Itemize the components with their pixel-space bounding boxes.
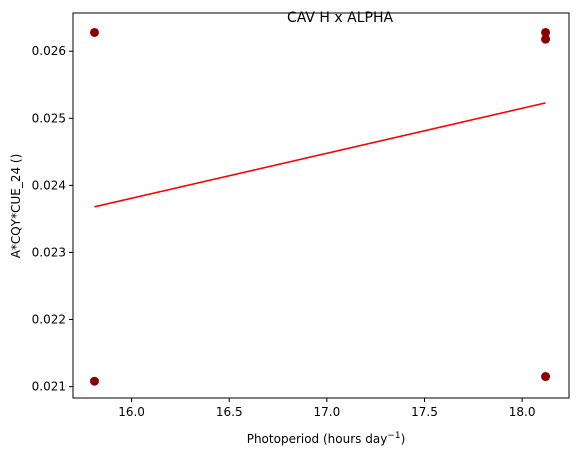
x-axis: 16.0 16.5 17.0 17.5 18.0 bbox=[118, 398, 535, 419]
y-tick-label: 0.023 bbox=[32, 245, 66, 259]
y-axis: 0.021 0.022 0.023 0.024 0.025 0.026 bbox=[32, 44, 73, 394]
y-tick-label: 0.022 bbox=[32, 313, 66, 327]
plot-area bbox=[72, 12, 570, 399]
y-tick-label: 0.026 bbox=[32, 44, 66, 58]
y-tick-label: 0.025 bbox=[32, 111, 66, 125]
plot-frame bbox=[72, 12, 570, 399]
data-point-1 bbox=[89, 27, 99, 37]
chart-title: CAV H x ALPHA bbox=[287, 10, 394, 26]
y-tick-label: 0.024 bbox=[32, 178, 66, 192]
x-axis-label-superscript: −1 bbox=[387, 431, 400, 441]
x-tick-label: 17.5 bbox=[411, 405, 438, 419]
data-point-4 bbox=[541, 34, 551, 44]
x-tick-label: 16.0 bbox=[118, 405, 145, 419]
y-axis-label: A*CQY*CUE_24 () bbox=[9, 154, 23, 259]
y-tick-label: 0.021 bbox=[32, 380, 66, 394]
data-point-2 bbox=[89, 376, 99, 386]
data-point-5 bbox=[541, 372, 551, 382]
data-point-3 bbox=[541, 27, 551, 37]
data-points bbox=[89, 27, 551, 386]
trend-line-group bbox=[94, 102, 546, 208]
x-axis-label-suffix: ) bbox=[401, 432, 406, 446]
x-tick-label: 18.0 bbox=[509, 405, 536, 419]
x-axis-label: Photoperiod (hours day−1) bbox=[247, 431, 406, 446]
x-tick-label: 17.0 bbox=[313, 405, 340, 419]
trend-line bbox=[94, 102, 546, 208]
x-tick-label: 16.5 bbox=[216, 405, 243, 419]
